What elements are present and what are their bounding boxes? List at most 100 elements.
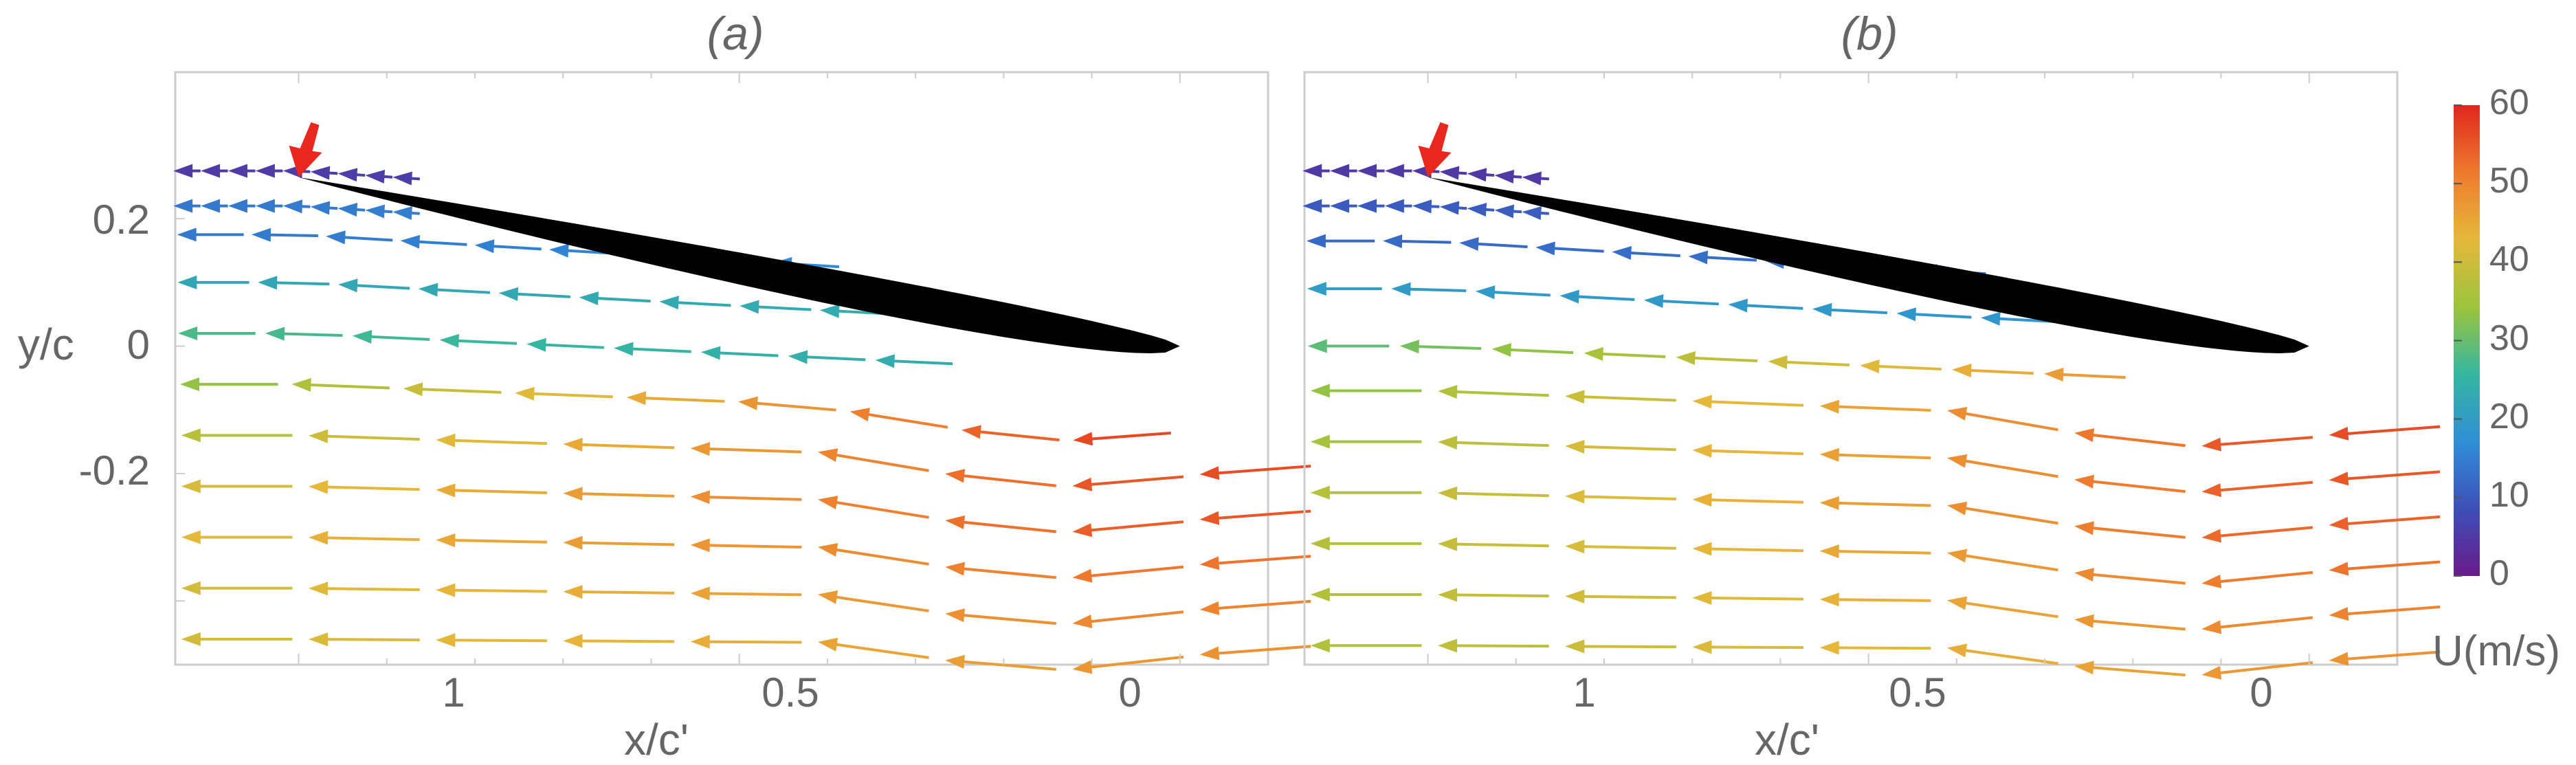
velocity-vector: [407, 387, 502, 394]
velocity-arrowhead: [1643, 294, 1664, 309]
colorbar-tick-0: 0: [2489, 553, 2509, 593]
velocity-vector: [2206, 526, 2313, 539]
velocity-arrowhead: [337, 203, 358, 217]
velocity-vector: [1441, 441, 1549, 447]
velocity-arrowhead: [1306, 234, 1326, 248]
velocity-arrowhead: [1688, 250, 1709, 265]
velocity-vector: [2078, 665, 2186, 677]
velocity-arrowhead: [1565, 589, 1585, 603]
velocity-vector: [313, 638, 420, 642]
velocity-vector: [2078, 525, 2186, 539]
velocity-arrowhead: [1692, 395, 1712, 409]
velocity-arrowhead: [1812, 302, 1832, 317]
velocity-arrowhead: [251, 228, 271, 242]
panel-a-ytick-1: 0: [127, 322, 150, 368]
panel-a-ticks: [175, 72, 1269, 665]
velocity-arrowhead: [2044, 368, 2064, 382]
velocity-arrowhead: [1438, 385, 1458, 399]
velocity-vector: [2078, 618, 2186, 631]
velocity-arrowhead: [436, 533, 456, 548]
velocity-arrowhead: [1692, 443, 1712, 458]
velocity-vector: [2333, 650, 2441, 662]
velocity-vector: [312, 485, 420, 491]
velocity-vector: [440, 488, 547, 495]
velocity-arrowhead: [2201, 483, 2222, 498]
velocity-vector: [567, 443, 675, 450]
velocity-vector: [1696, 498, 1804, 504]
velocity-vector: [1569, 645, 1676, 649]
velocity-arrowhead: [436, 433, 456, 447]
velocity-vector: [1076, 655, 1184, 670]
panel-b: (b) 1 0.5 0 x/c': [1302, 8, 2441, 764]
velocity-arrowhead: [1819, 592, 1839, 607]
velocity-arrowhead: [181, 581, 201, 595]
velocity-arrowhead: [474, 239, 495, 254]
panel-a-ytick-0: 0.2: [93, 197, 150, 243]
velocity-arrowhead: [945, 469, 966, 483]
velocity-arrowhead: [690, 442, 710, 456]
velocity-arrowhead: [817, 496, 839, 509]
velocity-vector: [440, 588, 547, 593]
velocity-vector: [821, 498, 929, 519]
velocity-arrowhead: [1357, 199, 1377, 213]
velocity-vector: [1823, 598, 1931, 602]
velocity-vector: [1951, 552, 2058, 572]
velocity-vector: [567, 590, 675, 595]
velocity-arrowhead: [526, 337, 546, 352]
velocity-vector: [1442, 644, 1549, 648]
velocity-arrowhead: [265, 326, 285, 341]
velocity-vector: [1569, 445, 1676, 452]
velocity-vector: [694, 640, 802, 644]
velocity-vector: [1951, 647, 2058, 665]
velocity-arrowhead: [515, 386, 535, 401]
velocity-arrowhead: [2201, 665, 2222, 680]
velocity-arrowhead: [2201, 575, 2222, 588]
velocity-arrowhead: [1199, 466, 1220, 480]
velocity-vector: [313, 587, 420, 592]
velocity-arrowhead: [1981, 311, 2001, 326]
colorbar-tick-10: 10: [2489, 475, 2529, 515]
velocity-arrowhead: [1584, 347, 1603, 361]
colorbar: 60 50 40 30 20 10 0 U(m/s): [2432, 82, 2560, 675]
velocity-arrowhead: [1946, 596, 1968, 610]
velocity-arrowhead: [2201, 620, 2222, 634]
velocity-arrowhead: [1522, 206, 1542, 221]
velocity-vector: [1951, 410, 2058, 432]
velocity-arrowhead: [1384, 199, 1404, 213]
velocity-arrowhead: [227, 199, 247, 213]
velocity-arrowhead: [1330, 164, 1350, 178]
velocity-vector: [2333, 425, 2441, 436]
velocity-vector: [948, 566, 1056, 579]
velocity-arrowhead: [1438, 588, 1458, 602]
velocity-arrowhead: [418, 282, 438, 297]
velocity-arrowhead: [1302, 164, 1322, 178]
velocity-arrowhead: [1459, 236, 1479, 251]
velocity-arrowhead: [1860, 359, 1880, 373]
velocity-arrowhead: [1612, 245, 1632, 260]
velocity-arrowhead: [255, 199, 275, 213]
velocity-arrowhead: [439, 333, 459, 348]
colorbar-tick-20: 20: [2489, 397, 2529, 436]
panel-a: (a) 0.2 0 -0.2 y/c 1 0.5 0 x/c': [18, 8, 1311, 764]
panel-b-ticks: [1427, 72, 2398, 665]
velocity-arrowhead: [738, 396, 758, 410]
velocity-arrowhead: [1819, 544, 1839, 559]
velocity-arrowhead: [255, 164, 275, 178]
velocity-vector: [948, 472, 1056, 487]
velocity-arrowhead: [2074, 428, 2095, 442]
velocity-vector: [1569, 544, 1676, 550]
velocity-arrowhead: [945, 608, 965, 623]
velocity-arrowhead: [1494, 204, 1515, 219]
velocity-arrowhead: [177, 275, 197, 289]
velocity-arrowhead: [1896, 307, 1916, 322]
velocity-vector: [440, 538, 547, 544]
velocity-arrowhead: [1438, 537, 1458, 551]
panel-b-vectors: [1302, 164, 2441, 680]
velocity-arrowhead: [1952, 364, 1972, 377]
velocity-arrowhead: [1310, 639, 1330, 653]
velocity-vector: [1203, 509, 1311, 521]
velocity-vector: [1076, 520, 1184, 533]
velocity-arrowhead: [563, 437, 583, 452]
velocity-arrowhead: [1072, 477, 1093, 491]
